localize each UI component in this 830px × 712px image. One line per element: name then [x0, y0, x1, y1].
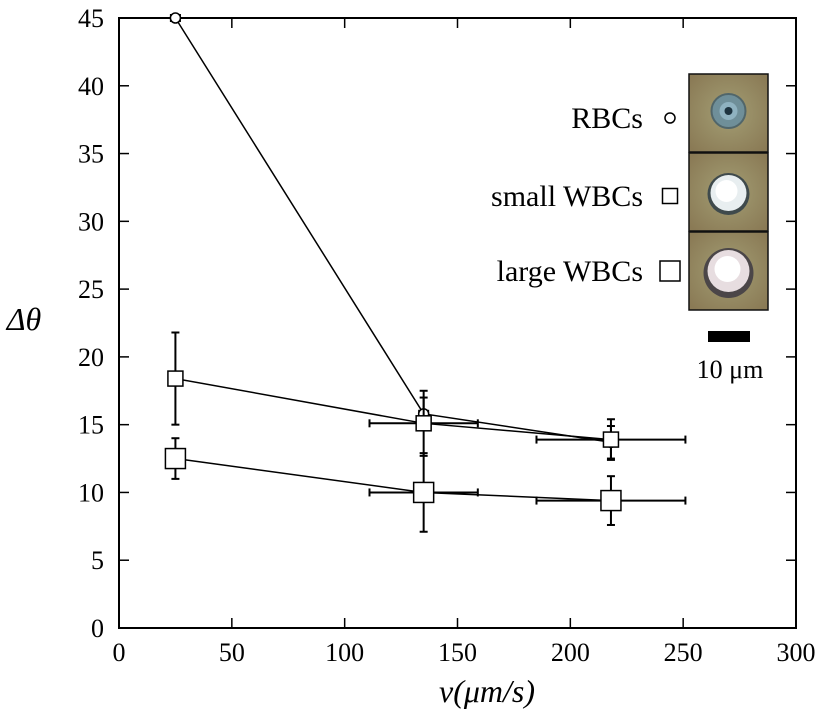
- y-axis-label: Δθ: [5, 301, 42, 337]
- small-wbc-highlight: [715, 180, 738, 202]
- x-tick-label: 50: [219, 638, 245, 667]
- scale-bar-label: 10 μm: [697, 355, 764, 384]
- data-point: [169, 12, 182, 24]
- y-tick-label: 45: [78, 4, 104, 33]
- data-point: [412, 481, 435, 504]
- y-tick-label: 40: [78, 72, 104, 101]
- legend-label: RBCs: [571, 102, 643, 135]
- data-point: [415, 415, 432, 432]
- data-layer: [164, 12, 687, 533]
- legend-marker: [659, 260, 681, 282]
- legend-label: large WBCs: [497, 255, 643, 288]
- data-point: [602, 431, 620, 448]
- x-tick-label: 250: [664, 638, 703, 667]
- y-tick-label: 25: [78, 275, 104, 304]
- x-tick-label: 100: [325, 638, 364, 667]
- y-tick-label: 30: [78, 207, 104, 236]
- x-tick-label: 200: [551, 638, 590, 667]
- large-wbc-highlight: [714, 256, 741, 282]
- series-line: [175, 377, 612, 441]
- series-large-wbcs: [164, 437, 687, 533]
- legend: RBCs small WBCs large WBCs 10 μm: [491, 73, 769, 384]
- x-tick-label: 0: [113, 638, 126, 667]
- data-point: [167, 370, 184, 387]
- series-line: [175, 457, 611, 502]
- rbc-cell-center: [724, 107, 733, 115]
- cell-image-3: [688, 231, 769, 311]
- x-tick-label: 150: [438, 638, 477, 667]
- y-tick-label: 0: [91, 614, 104, 643]
- data-point: [600, 489, 622, 512]
- y-tick-label: 5: [91, 546, 104, 575]
- cell-image-2: [688, 152, 769, 232]
- series-line: [174, 17, 612, 444]
- legend-marker: [664, 112, 676, 124]
- y-tick-label: 15: [78, 411, 104, 440]
- legend-marker: [661, 187, 679, 205]
- series-small-wbcs: [167, 331, 687, 461]
- series-rbcs: [169, 12, 617, 460]
- data-point: [164, 447, 187, 470]
- y-tick-label: 35: [78, 140, 104, 169]
- y-tick-label: 20: [78, 343, 104, 372]
- x-tick-label: 300: [777, 638, 816, 667]
- x-axis-label: v(μm/s): [439, 673, 535, 709]
- cell-image-1: [688, 73, 769, 153]
- legend-label: small WBCs: [491, 180, 643, 213]
- scale-bar: [708, 331, 750, 342]
- axes: 0 50 100 150 200 250 300 0 5 10 15 20 25 30 35 40 45 v(μm…: [5, 4, 816, 709]
- y-tick-label: 10: [78, 478, 104, 507]
